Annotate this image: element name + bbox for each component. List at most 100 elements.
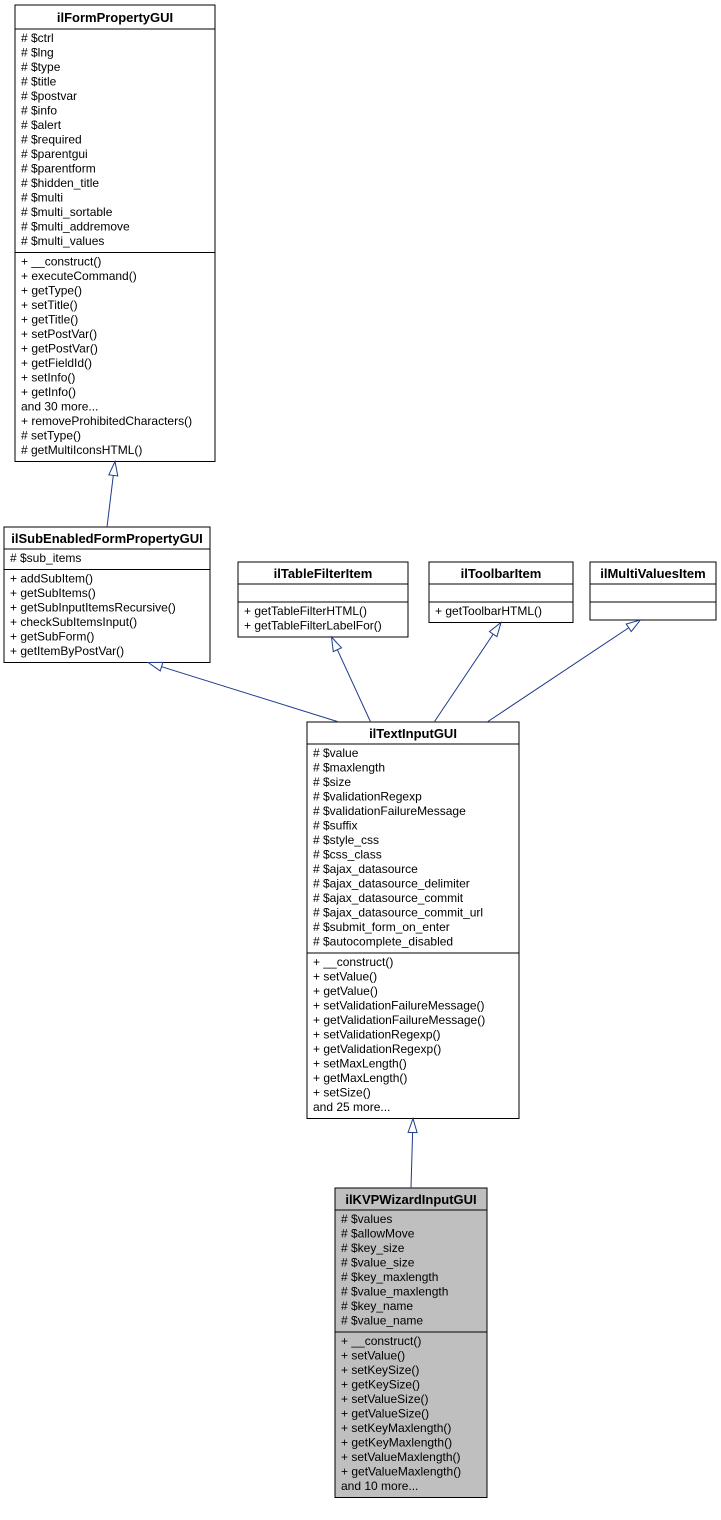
- class-ilSubEnabledFormPropertyGUI: ilSubEnabledFormPropertyGUI # $sub_items +…: [4, 527, 210, 663]
- inheritance-arrowhead: [148, 662, 163, 671]
- inheritance-arrowhead: [332, 637, 342, 652]
- class-op: + getValue(): [313, 984, 378, 998]
- class-attr: # $submit_form_on_enter: [313, 920, 450, 934]
- inheritance-edge: [434, 634, 493, 722]
- class-attr: # $lng: [21, 46, 54, 60]
- class-attr: # $validationRegexp: [313, 790, 422, 804]
- class-op: + getFieldId(): [21, 356, 92, 370]
- class-ilTextInputGUI: ilTextInputGUI# $value# $maxlength# $siz…: [307, 722, 519, 1119]
- class-attr: # $postvar: [21, 89, 77, 103]
- inheritance-arrowhead: [408, 1119, 417, 1133]
- class-op: + setPostVar(): [21, 327, 97, 341]
- class-attr: # $value_maxlength: [341, 1285, 448, 1299]
- class-attr: # $validationFailureMessage: [313, 804, 466, 818]
- class-op: + setInfo(): [21, 371, 75, 385]
- class-op: and 10 more...: [341, 1479, 418, 1493]
- class-op: + checkSubItemsInput(): [10, 615, 137, 629]
- class-attr: # $parentgui: [21, 147, 88, 161]
- class-op: + getKeyMaxlength(): [341, 1436, 452, 1450]
- class-attr: # $title: [21, 75, 57, 89]
- class-ilTableFilterItem: ilTableFilterItem+ getTableFilterHTML()+…: [238, 562, 408, 637]
- class-op: + setValueSize(): [341, 1392, 429, 1406]
- class-op: + getItemByPostVar(): [10, 644, 124, 658]
- inheritance-edge: [107, 475, 113, 527]
- class-op: + setMaxLength(): [313, 1057, 407, 1071]
- class-op: and 30 more...: [21, 400, 98, 414]
- class-title: ilKVPWizardInputGUI: [345, 1192, 476, 1207]
- class-op: + __construct(): [21, 255, 101, 269]
- class-op: + __construct(): [313, 955, 393, 969]
- class-op: + getType(): [21, 284, 82, 298]
- class-op: + setKeySize(): [341, 1363, 419, 1377]
- class-op: + setValidationRegexp(): [313, 1028, 441, 1042]
- class-attr: # $required: [21, 133, 82, 147]
- class-op: + getTableFilterLabelFor(): [244, 619, 382, 633]
- class-attr: # $ctrl: [21, 31, 54, 45]
- class-attr: # $type: [21, 60, 61, 74]
- class-op: + getValueMaxlength(): [341, 1465, 461, 1479]
- class-attr: # $sub_items: [10, 551, 81, 565]
- class-title: ilToolbarItem: [461, 566, 542, 581]
- class-ilMultiValuesItem: ilMultiValuesItem: [590, 562, 716, 620]
- class-attr: # $ajax_datasource_commit: [313, 891, 464, 905]
- class-attr: # $maxlength: [313, 761, 385, 775]
- class-attr: # $ajax_datasource_delimiter: [313, 877, 470, 891]
- class-attr: # $size: [313, 775, 351, 789]
- class-op: + setKeyMaxlength(): [341, 1421, 451, 1435]
- class-ilKVPWizardInputGUI: ilKVPWizardInputGUI# $values# $allowMove…: [335, 1188, 487, 1498]
- class-op: + setValueMaxlength(): [341, 1450, 461, 1464]
- class-attr: # $value_size: [341, 1256, 415, 1270]
- class-op: + setValidationFailureMessage(): [313, 999, 485, 1013]
- class-op: + getMaxLength(): [313, 1071, 407, 1085]
- class-attr: # $multi: [21, 191, 63, 205]
- class-op: # getMultiIconsHTML(): [21, 443, 142, 457]
- class-ilFormPropertyGUI: ilFormPropertyGUI# $ctrl# $lng# $type# $…: [15, 5, 215, 462]
- class-op: + addSubItem(): [10, 572, 93, 586]
- inheritance-edge: [162, 667, 339, 722]
- class-op: + getTitle(): [21, 313, 78, 327]
- class-attr: # $key_name: [341, 1299, 413, 1313]
- class-op: # setType(): [21, 429, 81, 443]
- class-ilToolbarItem: ilToolbarItem + getToolbarHTML(): [429, 562, 573, 623]
- class-attr: # $key_size: [341, 1241, 405, 1255]
- class-attr: # $values: [341, 1212, 392, 1226]
- class-op: + setValue(): [313, 970, 377, 984]
- class-title: ilFormPropertyGUI: [57, 10, 173, 25]
- class-attr: # $value: [313, 746, 359, 760]
- class-op: + getTableFilterHTML(): [244, 604, 367, 618]
- inheritance-arrowhead: [626, 620, 640, 632]
- class-attr: # $ajax_datasource_commit_url: [313, 906, 483, 920]
- inheritance-edge: [411, 1132, 413, 1188]
- class-op: + getPostVar(): [21, 342, 98, 356]
- inheritance-edge: [487, 628, 629, 722]
- class-op: + getValidationRegexp(): [313, 1042, 441, 1056]
- class-attr: # $parentform: [21, 162, 96, 176]
- class-op: + getInfo(): [21, 385, 76, 399]
- class-op: + setTitle(): [21, 298, 78, 312]
- inheritance-arrowhead: [109, 462, 118, 476]
- class-attr: # $style_css: [313, 833, 379, 847]
- class-op: + getKeySize(): [341, 1378, 420, 1392]
- class-attr: # $multi_sortable: [21, 205, 113, 219]
- class-op: + __construct(): [341, 1334, 421, 1348]
- class-op: + getValidationFailureMessage(): [313, 1013, 485, 1027]
- class-op: + setSize(): [313, 1086, 371, 1100]
- class-attr: # $multi_values: [21, 234, 104, 248]
- class-op: + setValue(): [341, 1349, 405, 1363]
- class-title: ilMultiValuesItem: [600, 566, 705, 581]
- class-attr: # $key_maxlength: [341, 1270, 438, 1284]
- class-attr: # $ajax_datasource: [313, 862, 418, 876]
- class-title: ilSubEnabledFormPropertyGUI: [11, 531, 202, 546]
- class-op: + getSubInputItemsRecursive(): [10, 601, 176, 615]
- class-op: + executeCommand(): [21, 269, 137, 283]
- uml-diagram: ilFormPropertyGUI# $ctrl# $lng# $type# $…: [0, 0, 721, 1520]
- class-attr: # $value_name: [341, 1314, 423, 1328]
- inheritance-arrowhead: [489, 623, 501, 637]
- class-attr: # $suffix: [313, 819, 357, 833]
- class-op: + getValueSize(): [341, 1407, 429, 1421]
- class-op: + getToolbarHTML(): [435, 604, 542, 618]
- class-attr: # $hidden_title: [21, 176, 99, 190]
- class-op: + getSubItems(): [10, 586, 96, 600]
- class-op: and 25 more...: [313, 1100, 390, 1114]
- class-attr: # $autocomplete_disabled: [313, 935, 453, 949]
